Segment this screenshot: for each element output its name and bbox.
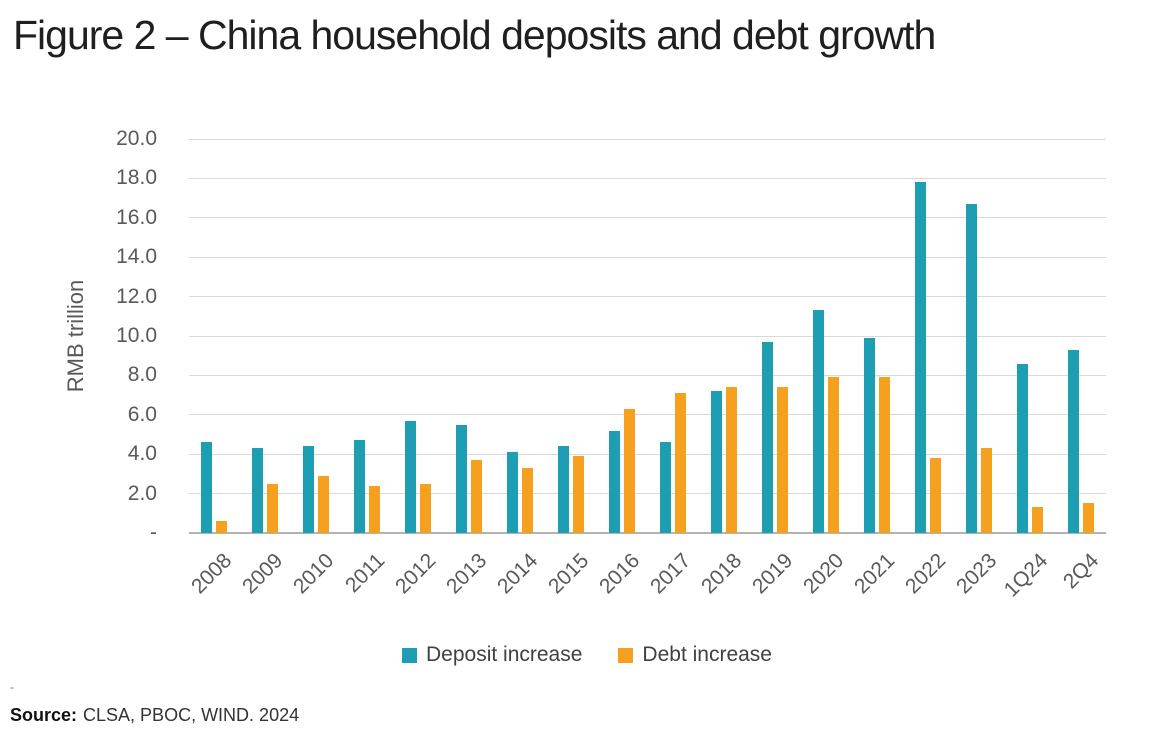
bar-group-2Q4 (1055, 139, 1106, 533)
debt-bar-2010 (318, 476, 330, 533)
y-tick-label: 14.0 (116, 245, 157, 269)
deposit-bar-2023 (965, 204, 977, 533)
deposit-bar-2017 (659, 442, 671, 533)
y-axis-title: RMB trillion (63, 279, 88, 393)
y-tick-label: 20.0 (116, 127, 157, 150)
bar-group-2022 (902, 139, 953, 533)
debt-bar-2019 (776, 387, 788, 533)
deposit-bar-2020 (812, 310, 824, 533)
deposit-bar-2018 (710, 391, 722, 533)
debt-bar-1Q24 (1031, 507, 1043, 533)
bar-group-2014 (495, 139, 546, 533)
legend: Deposit increase Debt increase (0, 643, 1174, 667)
bar-group-2016 (597, 139, 648, 533)
debt-bar-2014 (522, 468, 534, 533)
bar-group-2008 (189, 139, 240, 533)
debt-bar-2023 (980, 448, 992, 533)
y-tick-label: 10.0 (116, 324, 157, 347)
deposit-bar-2022 (914, 182, 926, 533)
debt-bar-2015 (573, 456, 585, 533)
deposit-bar-2019 (761, 342, 773, 533)
y-tick-label: 12.0 (116, 284, 157, 308)
bar-group-2010 (291, 139, 342, 533)
legend-label: Debt increase (642, 643, 772, 666)
y-tick-label: 16.0 (116, 205, 157, 229)
deposit-bar-1Q24 (1016, 364, 1028, 533)
gridline (189, 414, 1106, 416)
y-tick-label: - (150, 521, 157, 544)
bar-group-1Q24 (1004, 139, 1055, 533)
deposit-bar-2011 (354, 440, 366, 533)
y-tick-label: 4.0 (127, 442, 157, 466)
source-line: Source: CLSA, PBOC, WIND. 2024 (10, 705, 299, 726)
debt-bar-2009 (267, 484, 279, 533)
gridline (189, 217, 1106, 219)
bar-group-2017 (648, 139, 699, 533)
y-tick-label: 2.0 (127, 481, 157, 505)
gridline (189, 296, 1106, 298)
debt-bar-2016 (624, 409, 636, 533)
deposit-bar-2021 (863, 338, 875, 533)
legend-item: Debt increase (618, 643, 772, 667)
bar-group-2009 (240, 139, 291, 533)
deposit-bar-2008 (201, 442, 213, 533)
bar-group-2019 (749, 139, 800, 533)
legend-swatch-icon (618, 647, 634, 663)
footnote-mark: - (10, 680, 14, 694)
gridline (189, 493, 1106, 495)
deposit-bar-2016 (609, 431, 621, 533)
debt-bar-2017 (674, 393, 686, 533)
deposit-bar-2013 (456, 425, 468, 533)
bar-group-2020 (800, 139, 851, 533)
y-axis-tick-labels: - 2.0 4.0 6.0 8.0 10.0 12.0 14.0 16.0 18.0 20.0 (87, 127, 157, 544)
debt-bar-2018 (725, 387, 737, 533)
debt-bar-2011 (369, 486, 381, 533)
bar-group-2015 (546, 139, 597, 533)
debt-bar-2008 (216, 521, 228, 533)
y-tick-label: 6.0 (127, 402, 157, 426)
plot-area (189, 138, 1106, 534)
deposit-bar-2009 (252, 448, 264, 533)
debt-bar-2020 (827, 377, 839, 533)
deposit-bar-2010 (303, 446, 315, 533)
source-text: CLSA, PBOC, WIND. 2024 (83, 705, 300, 725)
figure-title: Figure 2 – China household deposits and … (13, 12, 936, 58)
bar-group-2018 (698, 139, 749, 533)
deposit-bar-2Q4 (1067, 350, 1079, 533)
debt-bar-2013 (471, 460, 483, 533)
deposit-bar-2015 (558, 446, 570, 533)
y-tick-label: 8.0 (127, 363, 157, 387)
deposit-bar-2012 (405, 421, 417, 533)
debt-bar-2012 (420, 484, 432, 533)
legend-swatch-icon (402, 647, 417, 663)
bar-group-2013 (444, 139, 495, 533)
gridline (189, 256, 1106, 258)
gridline (189, 374, 1106, 376)
debt-bar-2Q4 (1082, 503, 1094, 533)
bar-group-2012 (393, 139, 444, 533)
bar-group-2011 (342, 139, 393, 533)
y-tick-label: 18.0 (116, 166, 157, 190)
legend-label: Deposit increase (426, 643, 583, 666)
deposit-bar-2014 (507, 452, 519, 533)
bar-group-2021 (851, 139, 902, 533)
gridline (189, 177, 1106, 179)
gridline (189, 335, 1106, 337)
x-axis-line (189, 532, 1106, 534)
bar-group-2023 (953, 139, 1004, 533)
debt-bar-2021 (878, 377, 890, 533)
debt-bar-2022 (929, 458, 941, 533)
legend-item: Deposit increase (402, 643, 582, 667)
gridline (189, 138, 1106, 140)
source-label: Source: (10, 705, 78, 725)
gridline (189, 453, 1106, 455)
